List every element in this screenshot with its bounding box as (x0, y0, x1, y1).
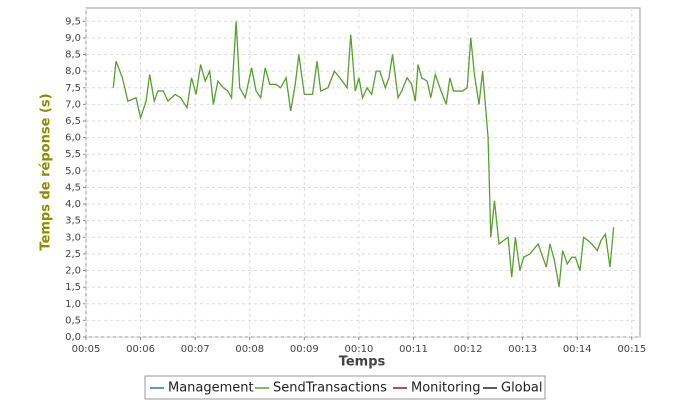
plot-area (85, 7, 641, 338)
y-tick-label: 1,5 (65, 282, 81, 293)
y-tick-label: 6,5 (65, 116, 81, 127)
y-tick-label: 5,0 (65, 166, 81, 177)
legend-label: Management (168, 381, 254, 396)
y-tick-label: 3,0 (65, 232, 81, 243)
y-tick-label: 4,0 (65, 199, 81, 210)
x-tick-label: 00:10 (344, 344, 373, 355)
y-tick-label: 3,5 (65, 216, 81, 227)
y-tick-label: 8,0 (65, 66, 81, 77)
x-axis-label: Temps (339, 355, 386, 370)
legend-label: SendTransactions (273, 381, 387, 396)
x-tick-label: 00:13 (508, 344, 537, 355)
y-tick-label: 9,5 (65, 16, 81, 27)
x-tick-label: 00:09 (290, 344, 319, 355)
x-tick-label: 00:11 (399, 344, 428, 355)
x-tick-label: 00:12 (454, 344, 483, 355)
x-tick-label: 00:07 (181, 344, 210, 355)
x-tick-label: 00:08 (235, 344, 264, 355)
y-axis-label: Temps de réponse (s) (39, 93, 54, 250)
y-tick-label: 9,0 (65, 33, 81, 44)
y-tick-label: 8,5 (65, 50, 81, 61)
x-tick-label: 00:05 (72, 344, 101, 355)
legend (144, 375, 546, 400)
y-tick-label: 0,0 (65, 332, 81, 343)
y-tick-label: 1,0 (65, 299, 81, 310)
y-tick-label: 6,0 (65, 133, 81, 144)
y-tick-label: 0,5 (65, 315, 81, 326)
y-tick-label: 2,5 (65, 249, 81, 260)
x-tick-label: 00:15 (617, 344, 646, 355)
y-tick-label: 4,5 (65, 182, 81, 193)
series-line (112, 21, 615, 288)
x-tick-label: 00:06 (126, 344, 155, 355)
y-tick-label: 5,5 (65, 149, 81, 160)
y-tick-label: 7,0 (65, 99, 81, 110)
y-tick-label: 2,0 (65, 266, 81, 277)
legend-label: Monitoring (411, 381, 481, 396)
y-tick-label: 7,5 (65, 83, 81, 94)
x-tick-label: 00:14 (563, 344, 592, 355)
legend-label: Global (501, 381, 542, 396)
